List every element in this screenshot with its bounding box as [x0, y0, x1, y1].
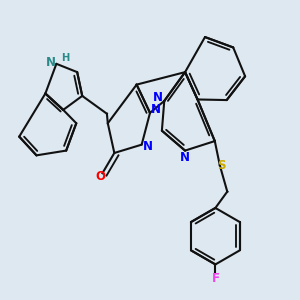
Text: F: F	[212, 272, 219, 285]
Text: N: N	[180, 151, 190, 164]
Text: O: O	[95, 170, 105, 183]
Text: S: S	[217, 159, 226, 172]
Text: H: H	[61, 53, 69, 63]
Text: N: N	[153, 92, 163, 104]
Text: N: N	[151, 103, 161, 116]
Text: N: N	[143, 140, 153, 153]
Text: N: N	[46, 56, 56, 69]
